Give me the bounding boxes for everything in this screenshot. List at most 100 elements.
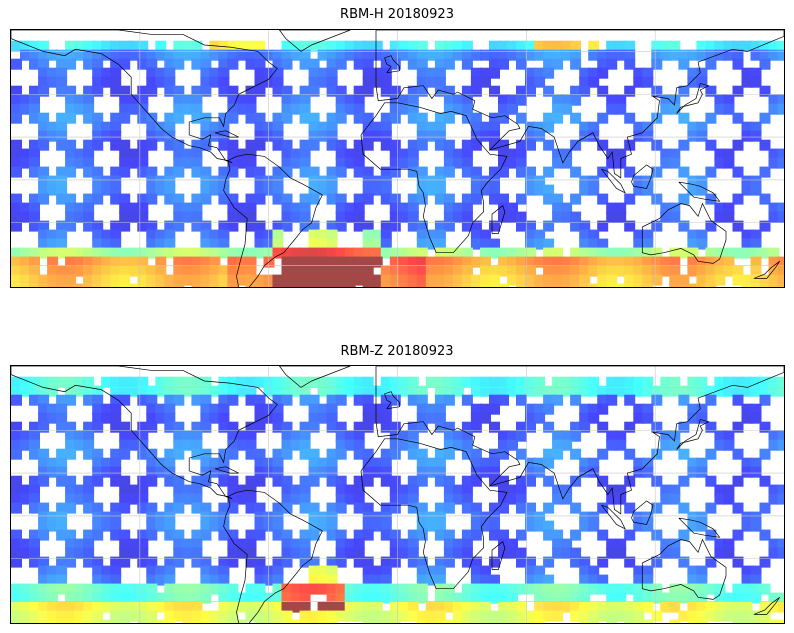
track-cell (119, 475, 131, 487)
track-cell (534, 67, 546, 79)
track-cell (759, 40, 771, 52)
track-cell (335, 538, 347, 550)
track-cell (236, 157, 248, 169)
track-cell (38, 121, 50, 133)
track-cell (543, 184, 555, 196)
track-cell (651, 247, 663, 259)
track-cell (579, 76, 591, 88)
track-cell (489, 448, 500, 460)
track-cell (101, 574, 113, 586)
track-cell (489, 40, 500, 52)
track-cell (146, 565, 158, 577)
track-cell (38, 520, 50, 532)
track-cell (155, 265, 167, 277)
track-cell (452, 157, 464, 169)
track-cell (245, 157, 257, 169)
track-cell (588, 49, 600, 61)
track-cell (182, 94, 194, 106)
track-cell (696, 49, 708, 61)
track-cell (146, 265, 158, 277)
track-cell (83, 211, 95, 223)
track-cell (696, 403, 708, 415)
track-cell (173, 529, 185, 541)
track-cell (552, 376, 564, 388)
track-cell (380, 610, 392, 622)
track-cell (696, 511, 708, 523)
track-cell (759, 610, 771, 622)
track-cell (732, 556, 744, 568)
track-cell (461, 103, 473, 115)
track-cell (407, 376, 419, 388)
track-cell (470, 238, 482, 250)
track-cell (29, 448, 40, 460)
track-cell (651, 583, 663, 595)
track-cell (425, 130, 437, 142)
track-cell (516, 247, 527, 259)
track-cell (200, 412, 212, 424)
track-cell (137, 274, 149, 286)
track-cell (534, 466, 546, 478)
track-cell (407, 85, 419, 97)
track-cell (191, 283, 203, 287)
track-cell (119, 376, 131, 388)
track-cell (552, 529, 564, 541)
track-cell (29, 592, 40, 604)
track-cell (534, 385, 546, 397)
track-cell (380, 583, 392, 595)
track-cell (290, 376, 302, 388)
track-cell (570, 193, 582, 205)
track-cell (461, 166, 473, 178)
track-cell (561, 94, 573, 106)
track-cell (218, 247, 230, 259)
track-cell (723, 49, 735, 61)
track-cell (164, 502, 176, 514)
track-cell (263, 385, 275, 397)
track-cell (146, 475, 158, 487)
track-cell (777, 385, 784, 397)
track-cell (678, 58, 690, 70)
track-cell (308, 529, 320, 541)
track-cell (371, 184, 383, 196)
track-cell (389, 274, 401, 286)
track-cell (218, 592, 230, 604)
track-cell (425, 76, 437, 88)
track-cell (741, 40, 753, 52)
track-cell (227, 601, 239, 613)
track-cell (164, 229, 176, 241)
track-cell (543, 265, 555, 277)
track-cell (470, 376, 482, 388)
track-cell (56, 166, 68, 178)
track-cell (579, 619, 591, 623)
track-cell (678, 193, 690, 205)
track-cell (11, 502, 22, 514)
track-cell (570, 385, 582, 397)
track-cell (92, 421, 104, 433)
track-cell (579, 466, 591, 478)
track-cell (308, 457, 320, 469)
track-cell (498, 256, 509, 268)
track-cell (597, 265, 609, 277)
track-cell (615, 283, 627, 287)
track-cell (416, 76, 428, 88)
track-cell (498, 166, 509, 178)
track-cell (281, 439, 293, 451)
track-cell (56, 238, 68, 250)
track-cell (489, 466, 500, 478)
track-cell (606, 394, 618, 406)
track-cell (615, 202, 627, 214)
track-cell (119, 211, 131, 223)
track-cell (209, 265, 221, 277)
track-cell (272, 85, 284, 97)
track-cell (272, 466, 284, 478)
track-cell (299, 283, 311, 287)
track-cell (308, 139, 320, 151)
track-cell (588, 601, 600, 613)
track-cell (507, 265, 518, 277)
track-cell (110, 85, 122, 97)
track-cell (750, 265, 762, 277)
track-cell (56, 394, 68, 406)
track-cell (498, 247, 509, 259)
track-cell (732, 247, 744, 259)
track-cell (696, 229, 708, 241)
track-cell (254, 619, 266, 623)
